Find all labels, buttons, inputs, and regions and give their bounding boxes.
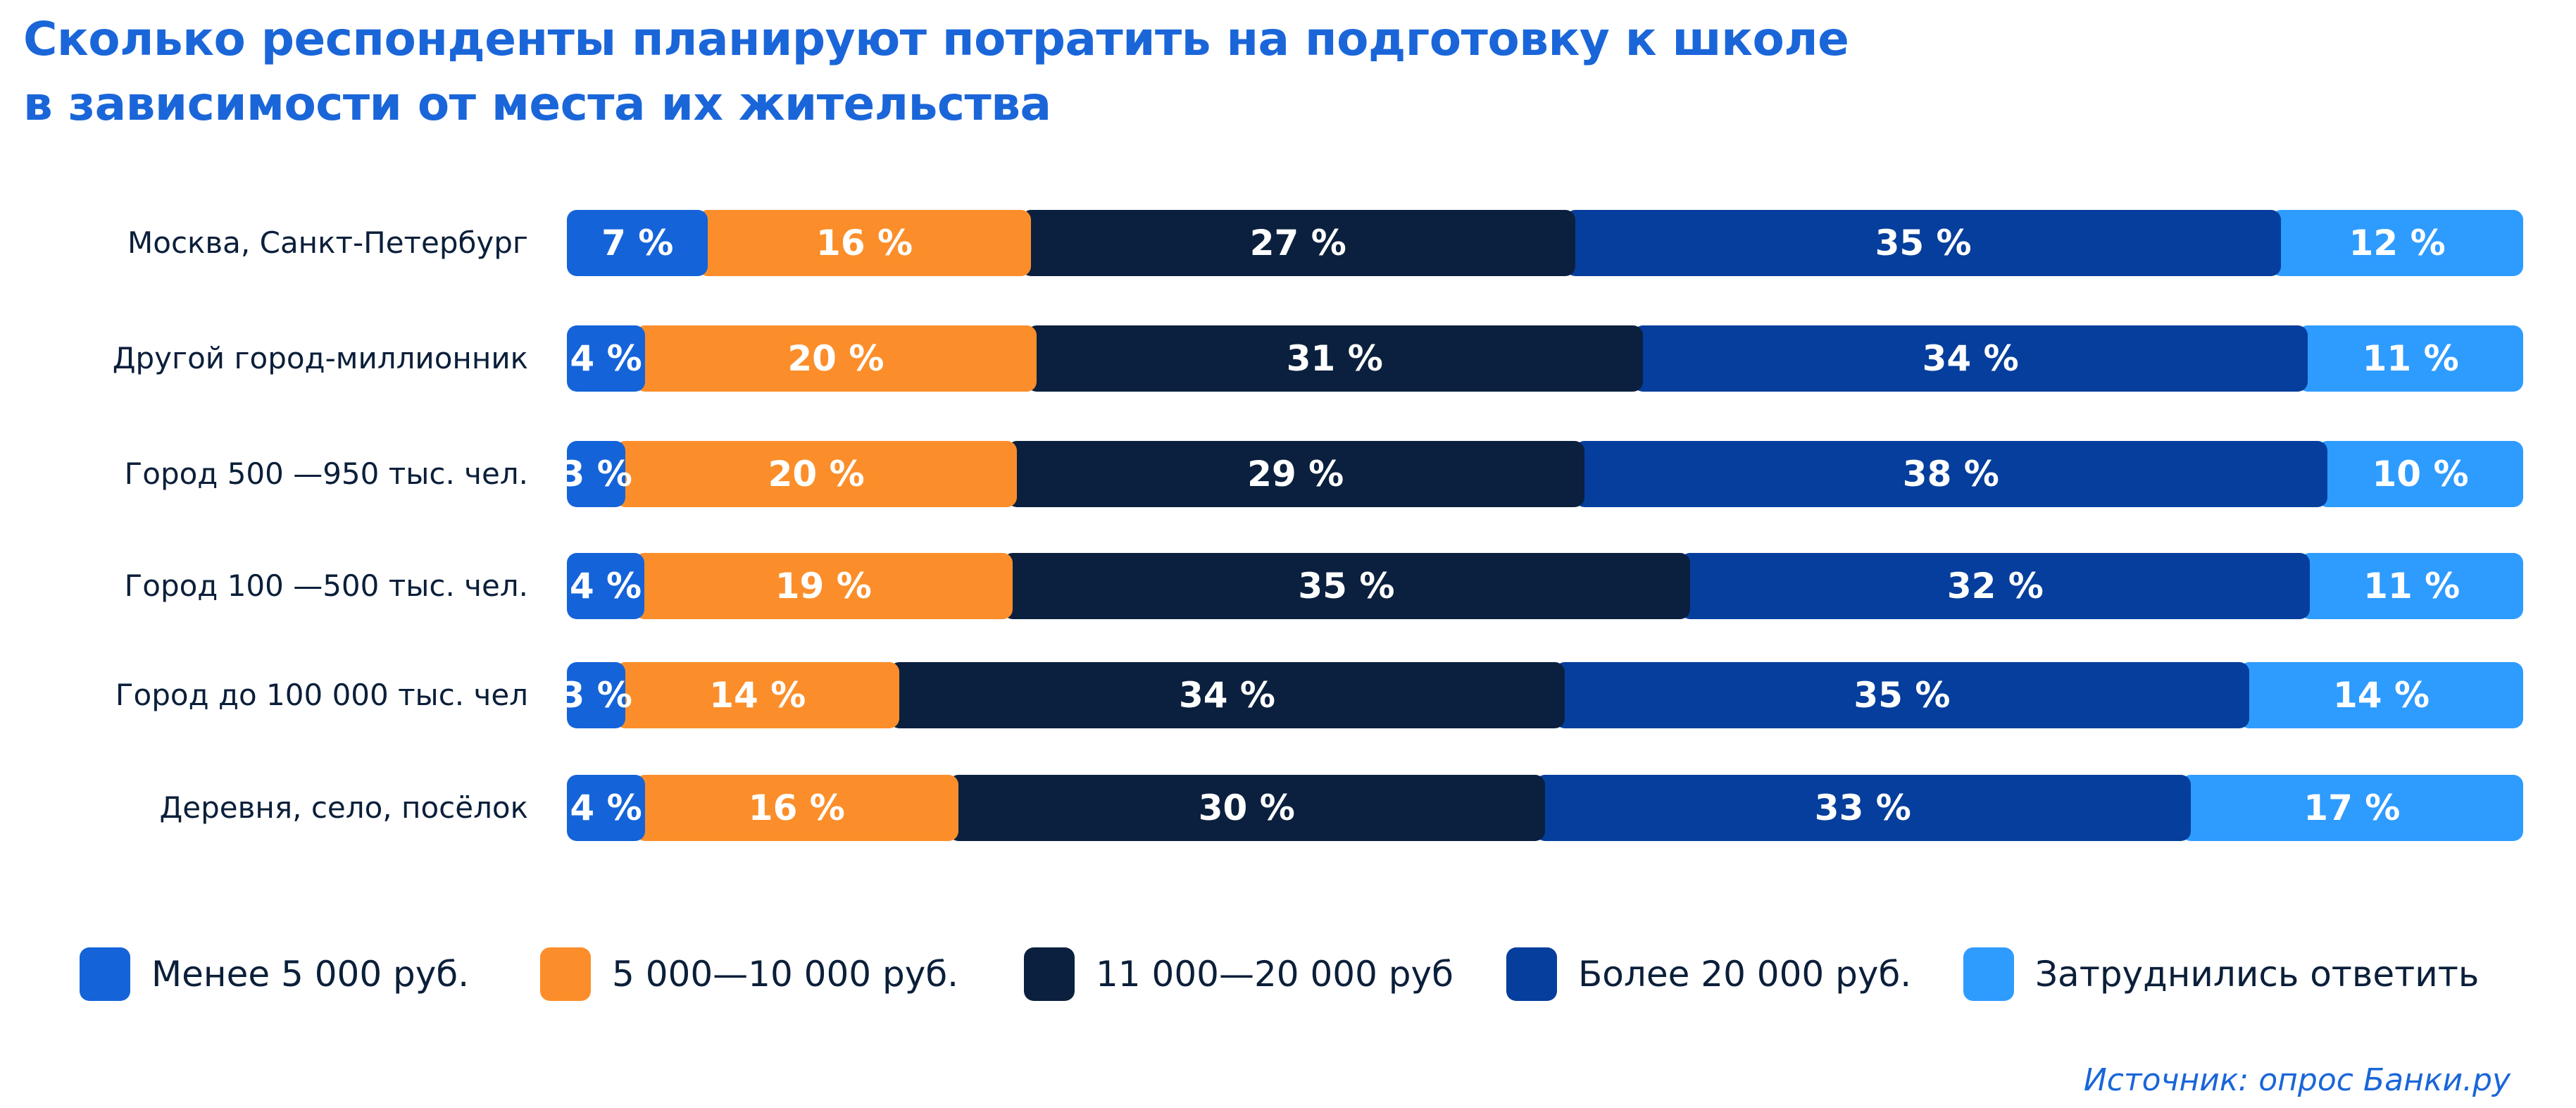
bar-segment: 10 %	[2318, 441, 2523, 507]
category-label: Город 500 —950 тыс. чел.	[124, 456, 528, 491]
bar-segment: 4 %	[567, 325, 646, 392]
legend-swatch	[540, 947, 591, 1001]
data-label: 34 %	[1922, 338, 2019, 379]
bar-row: Москва, Санкт-Петербург 7 % 16 % 27 % 35 % 12…	[0, 210, 2576, 276]
bar-segment: 34 %	[889, 662, 1565, 728]
legend-swatch	[80, 947, 130, 1001]
bar-segment: 35 %	[1002, 553, 1691, 619]
data-label: 10 %	[2372, 454, 2469, 494]
stacked-bar: 4 % 16 % 30 % 33 % 17 %	[567, 775, 2523, 841]
bar-segment: 4 %	[567, 553, 645, 619]
bar-row: Город 100 —500 тыс. чел. 4 % 19 % 35 % 32 % 1…	[0, 553, 2576, 619]
legend-swatch	[1024, 947, 1075, 1001]
bar-segment: 20 %	[635, 325, 1037, 392]
bar-segment: 38 %	[1574, 441, 2328, 507]
stacked-bar: 3 % 14 % 34 % 35 % 14 %	[561, 662, 2523, 728]
source-note: Источник: опрос Банки.ру	[2083, 1062, 2511, 1098]
bar-segment: 4 %	[567, 775, 646, 841]
bar-segment: 32 %	[1680, 553, 2311, 619]
data-label: 3 %	[560, 454, 632, 494]
bar-row: Другой город-миллионник 4 % 20 % 31 % 34 % 11…	[0, 325, 2576, 392]
data-label: 35 %	[1875, 223, 1972, 263]
data-label: 4 %	[569, 566, 642, 606]
bar-segment: 29 %	[1006, 441, 1584, 507]
bar-row: Деревня, село, посёлок 4 % 16 % 30 % 33 % 17 …	[0, 775, 2576, 841]
bar-segment: 35 %	[1554, 662, 2250, 728]
legend-item: 5 000—10 000 руб.	[540, 947, 958, 1001]
data-label: 4 %	[570, 788, 642, 828]
category-label: Другой город-миллионник	[112, 341, 528, 375]
bar-segment: 34 %	[1632, 325, 2308, 392]
bar-segment: 14 %	[615, 662, 900, 728]
data-label: 14 %	[2332, 675, 2430, 716]
bar-segment: 35 %	[1565, 210, 2282, 276]
chart-title-line-2: в зависимости от места их жительства	[23, 77, 1051, 131]
legend-item: Менее 5 000 руб.	[80, 947, 469, 1001]
data-label: 16 %	[748, 788, 845, 828]
category-label: Деревня, село, посёлок	[159, 790, 528, 825]
data-label: 11 %	[2363, 566, 2461, 606]
category-label: Город 100 —500 тыс. чел.	[124, 568, 528, 603]
legend-item: 11 000—20 000 руб	[1024, 947, 1453, 1001]
data-label: 20 %	[787, 338, 884, 379]
bar-segment: 7 %	[567, 210, 708, 276]
bar-segment: 33 %	[1534, 775, 2191, 841]
bar-segment: 16 %	[698, 210, 1031, 276]
bar-segment: 16 %	[635, 775, 958, 841]
bar-row: Город до 100 000 тыс. чел 3 % 14 % 34 % 35 %…	[0, 662, 2576, 728]
data-label: 17 %	[2303, 788, 2401, 828]
data-label: 31 %	[1286, 338, 1383, 379]
data-label: 35 %	[1298, 566, 1395, 606]
data-label: 3 %	[560, 675, 632, 716]
legend-item: Затруднились ответить	[1963, 947, 2479, 1001]
bar-segment: 3 %	[561, 441, 632, 507]
legend-label: Более 20 000 руб.	[1578, 954, 1912, 995]
bar-segment: 11 %	[2300, 553, 2523, 619]
legend-label: 11 000—20 000 руб	[1096, 954, 1453, 995]
bar-segment: 14 %	[2239, 662, 2523, 728]
stacked-bar: 7 % 16 % 27 % 35 % 12 %	[567, 210, 2523, 276]
bar-segment: 11 %	[2298, 325, 2523, 392]
legend-swatch	[1963, 947, 2014, 1001]
bar-segment: 20 %	[615, 441, 1017, 507]
bar-segment: 27 %	[1020, 210, 1575, 276]
data-label: 12 %	[2349, 223, 2446, 263]
data-label: 30 %	[1198, 788, 1295, 828]
data-label: 11 %	[2362, 338, 2459, 379]
bar-segment: 3 %	[561, 662, 632, 728]
stacked-bar: 4 % 19 % 35 % 32 % 11 %	[567, 553, 2523, 619]
bar-segment: 12 %	[2271, 210, 2523, 276]
data-label: 4 %	[570, 338, 642, 379]
data-label: 29 %	[1247, 454, 1344, 494]
data-label: 27 %	[1249, 223, 1346, 263]
data-label: 38 %	[1902, 454, 1999, 494]
data-label: 19 %	[775, 566, 872, 606]
bar-segment: 19 %	[634, 553, 1013, 619]
data-label: 7 %	[601, 223, 674, 263]
legend-label: Менее 5 000 руб.	[151, 954, 470, 995]
data-label: 35 %	[1853, 675, 1951, 716]
stacked-bar: 4 % 20 % 31 % 34 % 11 %	[567, 325, 2523, 392]
bar-segment: 30 %	[948, 775, 1545, 841]
data-label: 33 %	[1814, 788, 1911, 828]
legend-item: Более 20 000 руб.	[1506, 947, 1911, 1001]
stacked-bar: 3 % 20 % 29 % 38 % 10 %	[561, 441, 2523, 507]
bar-row: Город 500 —950 тыс. чел. 3 % 20 % 29 % 38 % 1…	[0, 441, 2576, 507]
data-label: 32 %	[1946, 566, 2044, 606]
legend-swatch	[1506, 947, 1557, 1001]
legend-label: Затруднились ответить	[2035, 954, 2480, 995]
chart-title: Сколько респонденты планируют потратить …	[23, 7, 1849, 137]
bar-segment: 17 %	[2180, 775, 2523, 841]
category-label: Город до 100 000 тыс. чел	[115, 678, 528, 712]
data-label: 16 %	[816, 223, 913, 263]
data-label: 20 %	[768, 454, 865, 494]
chart-title-line-1: Сколько респонденты планируют потратить …	[23, 12, 1849, 66]
category-label: Москва, Санкт-Петербург	[127, 225, 528, 260]
data-label: 34 %	[1178, 675, 1276, 716]
legend-label: 5 000—10 000 руб.	[612, 954, 959, 995]
bar-segment: 31 %	[1026, 325, 1643, 392]
data-label: 14 %	[709, 675, 806, 716]
